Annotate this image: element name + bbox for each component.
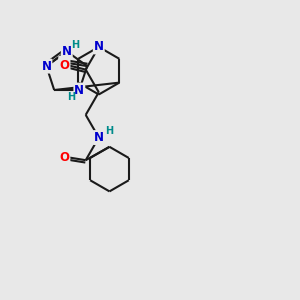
Text: H: H (71, 40, 79, 50)
Text: O: O (59, 151, 69, 164)
Text: O: O (59, 57, 69, 70)
Text: O: O (59, 58, 69, 72)
Text: N: N (74, 83, 84, 97)
Text: N: N (62, 45, 72, 58)
Text: N: N (41, 60, 51, 73)
Text: H: H (105, 126, 113, 136)
Text: H: H (67, 92, 75, 102)
Text: N: N (94, 40, 104, 53)
Text: N: N (94, 131, 104, 144)
